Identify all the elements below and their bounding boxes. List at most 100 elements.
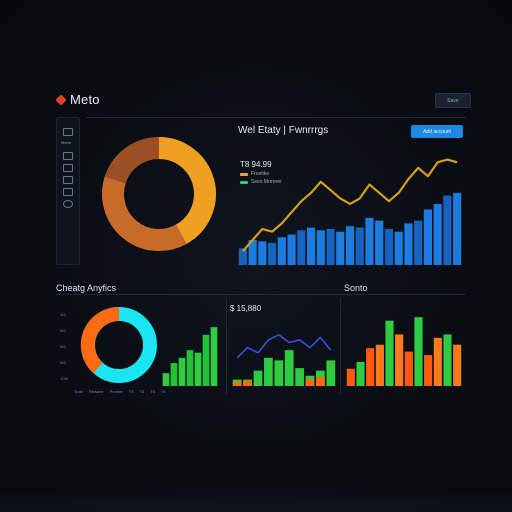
chart-bar <box>305 379 315 386</box>
chart-bar <box>375 344 384 386</box>
legend-label: Trole <box>74 389 83 394</box>
chart-bar <box>178 357 186 386</box>
app-logo[interactable]: Meto <box>55 92 100 107</box>
chart-bar <box>423 209 433 265</box>
chart-bar <box>404 351 413 386</box>
list-icon[interactable] <box>63 164 73 172</box>
chart-bar <box>248 240 257 265</box>
folder-icon[interactable] <box>63 188 73 196</box>
bottom-left-panel: 1M 5M 5M 5M 10M <box>56 300 216 400</box>
panel-divider <box>340 298 341 394</box>
chart-bar <box>264 357 273 386</box>
chart-bar <box>287 234 296 265</box>
y-tick: 5M <box>60 344 66 349</box>
chart-bar <box>306 227 316 265</box>
top-panel <box>86 117 466 266</box>
section-divider <box>56 294 466 295</box>
chart-bar <box>414 317 423 386</box>
chart-bar <box>194 352 202 386</box>
y-tick: 1M <box>60 312 66 317</box>
chart-bar <box>414 220 423 265</box>
legend-label: Rtvsone <box>88 389 104 394</box>
chart-bar <box>210 327 218 386</box>
donut-slice <box>158 137 216 244</box>
chart-bar <box>375 220 384 265</box>
sidebar-item-label[interactable]: Metro <box>61 140 72 145</box>
chart-bar <box>433 337 442 386</box>
chart-bar <box>395 334 404 386</box>
chart-bar <box>316 230 325 265</box>
stat-value: $ 15,880 <box>230 304 262 313</box>
chart-bar <box>277 237 286 265</box>
donut-chart-top <box>102 137 216 251</box>
donut-slice <box>104 137 160 184</box>
y-tick: 5M <box>60 328 66 333</box>
top-button[interactable]: Save <box>435 93 471 108</box>
bottom-left-title: Cheatg Anyfics <box>56 283 117 293</box>
donut-chart-bottom <box>80 306 157 383</box>
legend-row: Trole Rtvsone Promer T3 T5 T5 T8 <box>74 389 224 394</box>
chart-bar <box>258 241 267 265</box>
add-account-button[interactable]: Add account <box>411 125 463 138</box>
legend-label: T5 <box>139 389 145 394</box>
chart-bar <box>385 320 394 386</box>
chart-bar <box>170 362 178 386</box>
chart-bar <box>453 344 462 386</box>
chart-bar <box>238 248 247 265</box>
reflection-bar <box>0 486 512 512</box>
chart-bar <box>424 355 433 386</box>
chart-line <box>236 333 332 359</box>
legend-label: T3 <box>128 389 134 394</box>
chart-bar <box>202 334 210 386</box>
chart-line <box>242 158 458 252</box>
chart-bar <box>365 217 374 265</box>
chart-bar <box>345 226 355 265</box>
chart-bar <box>284 350 294 386</box>
settings-icon[interactable] <box>63 200 73 208</box>
doc-icon[interactable] <box>63 128 73 136</box>
chart-bar <box>433 203 442 265</box>
chart-bar <box>346 368 355 386</box>
chart-bar <box>355 227 364 265</box>
donut-slice <box>102 176 187 251</box>
y-tick: 10M <box>60 376 68 381</box>
bar-chart-bottom-left <box>162 327 218 386</box>
app-name: Meto <box>70 92 100 107</box>
legend-label: Sees Mrrrerer <box>251 179 282 185</box>
legend-swatch <box>240 180 248 184</box>
chart-bar <box>326 360 336 386</box>
chart-bar <box>297 230 306 265</box>
legend-label: T8 <box>160 389 166 394</box>
bottom-right-title: Sonto <box>344 283 368 293</box>
chart-bar <box>316 377 325 386</box>
chart-bar <box>384 228 394 265</box>
chart-bar <box>453 192 462 265</box>
chart-bar <box>326 228 335 265</box>
chart-bar <box>274 360 284 386</box>
grid-icon[interactable] <box>63 152 73 160</box>
legend-item: Froetike <box>240 171 269 177</box>
chart-bar <box>267 242 277 265</box>
chart-bar <box>336 231 345 265</box>
chart-bar <box>394 231 403 265</box>
chart-bar <box>162 373 170 386</box>
legend-label: Froetike <box>251 171 270 177</box>
chart-bar <box>443 334 452 386</box>
chart-bar <box>366 348 375 386</box>
panel-title: Wel Etaty | Fwnrrrgs <box>238 125 329 136</box>
chart-bar <box>186 350 194 386</box>
logo-mark-icon <box>55 93 67 106</box>
chart-bar <box>243 380 252 386</box>
chart-bar <box>295 368 304 386</box>
legend-label: Promer <box>109 389 123 394</box>
panel-divider <box>226 298 227 394</box>
monitor-icon[interactable] <box>63 176 73 184</box>
bar-chart-bottom-right <box>346 317 462 386</box>
y-tick: 5M <box>60 360 66 365</box>
chart-bar <box>443 195 452 265</box>
chart-bar <box>356 361 365 386</box>
chart-bar <box>253 370 263 386</box>
chart-bar <box>232 382 242 386</box>
legend-swatch <box>240 172 248 176</box>
bar-line-chart-top <box>238 158 462 265</box>
